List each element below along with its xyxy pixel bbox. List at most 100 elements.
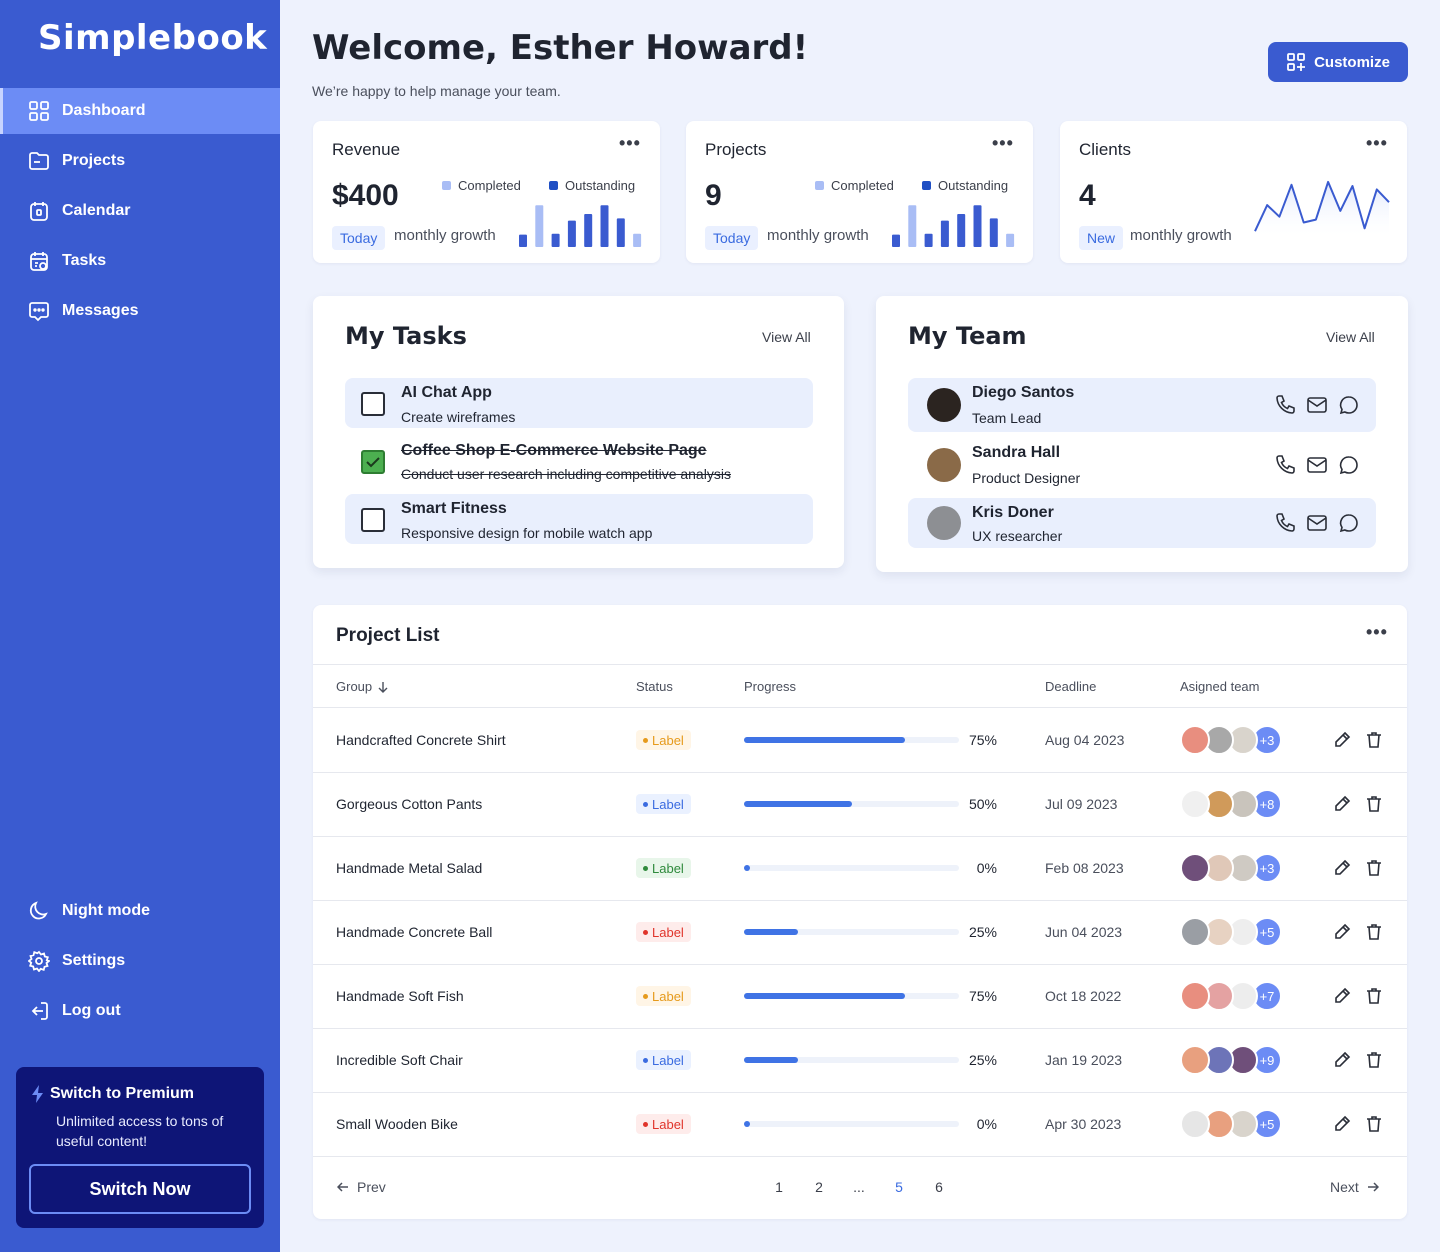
table-row[interactable]: Handcrafted Concrete Shirt Label 75% Aug… bbox=[313, 708, 1407, 772]
column-header-team[interactable]: Asigned team bbox=[1180, 679, 1260, 694]
project-list-card: Project List ••• Group Status Progress D… bbox=[313, 605, 1407, 1219]
team-member[interactable]: Kris Doner UX researcher bbox=[908, 498, 1376, 548]
project-name: Handmade Concrete Ball bbox=[336, 924, 493, 940]
customize-button[interactable]: Customize bbox=[1268, 42, 1408, 82]
column-header-group[interactable]: Group bbox=[336, 679, 388, 694]
more-options-icon[interactable]: ••• bbox=[1366, 133, 1388, 153]
avatar-stack: +5 bbox=[1180, 1109, 1282, 1139]
revenue-card: Revenue ••• $400 Completed Outstanding T… bbox=[313, 121, 660, 263]
status-dot bbox=[643, 929, 648, 935]
trash-icon[interactable] bbox=[1364, 1050, 1384, 1070]
divider bbox=[313, 664, 1407, 665]
deadline: Feb 08 2023 bbox=[1045, 860, 1124, 876]
page-1-button[interactable]: 1 bbox=[775, 1179, 783, 1195]
table-row[interactable]: Handmade Concrete Ball Label 25% Jun 04 … bbox=[313, 900, 1407, 964]
column-header-deadline[interactable]: Deadline bbox=[1045, 679, 1097, 694]
edit-pencil-icon[interactable] bbox=[1332, 794, 1352, 814]
sidebar-item-settings[interactable]: Settings bbox=[0, 938, 280, 984]
edit-pencil-icon[interactable] bbox=[1332, 858, 1352, 878]
page-6-button[interactable]: 6 bbox=[935, 1179, 943, 1195]
sidebar-item-projects[interactable]: Projects bbox=[0, 138, 280, 184]
project-name: Gorgeous Cotton Pants bbox=[336, 796, 483, 812]
chat-icon[interactable] bbox=[1338, 454, 1360, 476]
dashboard-icon bbox=[28, 100, 50, 122]
bar-outstanding bbox=[600, 205, 609, 247]
task-title: Coffee Shop E-Commerce Website Page bbox=[401, 442, 707, 459]
edit-pencil-icon[interactable] bbox=[1332, 1050, 1352, 1070]
trash-icon[interactable] bbox=[1364, 730, 1384, 750]
sidebar-item-dashboard[interactable]: Dashboard bbox=[0, 88, 280, 134]
task-checkbox[interactable] bbox=[361, 392, 385, 416]
avatar bbox=[927, 506, 961, 540]
assigned-team: +5 bbox=[1180, 900, 1282, 964]
status-cell: Label bbox=[636, 1092, 691, 1156]
more-options-icon[interactable]: ••• bbox=[619, 133, 641, 153]
task-checkbox[interactable] bbox=[361, 450, 385, 474]
mail-icon[interactable] bbox=[1306, 512, 1328, 534]
chat-icon[interactable] bbox=[1338, 394, 1360, 416]
trash-icon[interactable] bbox=[1364, 794, 1384, 814]
task-checkbox[interactable] bbox=[361, 508, 385, 532]
edit-pencil-icon[interactable] bbox=[1332, 730, 1352, 750]
switch-now-button[interactable]: Switch Now bbox=[29, 1164, 251, 1214]
edit-pencil-icon[interactable] bbox=[1332, 922, 1352, 942]
column-header-status[interactable]: Status bbox=[636, 679, 673, 694]
page-5-button[interactable]: 5 bbox=[895, 1179, 903, 1195]
customize-grid-icon bbox=[1286, 52, 1306, 72]
trash-icon[interactable] bbox=[1364, 858, 1384, 878]
edit-pencil-icon[interactable] bbox=[1332, 986, 1352, 1006]
stat-value: 4 bbox=[1079, 179, 1096, 212]
task-item[interactable]: Smart Fitness Responsive design for mobi… bbox=[345, 494, 813, 544]
premium-title: Switch to Premium bbox=[50, 1085, 195, 1102]
table-row[interactable]: Handmade Metal Salad Label 0% Feb 08 202… bbox=[313, 836, 1407, 900]
status-cell: Label bbox=[636, 900, 691, 964]
mail-icon[interactable] bbox=[1306, 454, 1328, 476]
legend-swatch bbox=[442, 181, 451, 190]
chat-icon[interactable] bbox=[1338, 512, 1360, 534]
edit-pencil-icon[interactable] bbox=[1332, 1114, 1352, 1134]
team-member[interactable]: Sandra Hall Product Designer bbox=[908, 438, 1376, 492]
more-members-badge[interactable]: +3 bbox=[1252, 725, 1282, 755]
phone-icon[interactable] bbox=[1274, 394, 1296, 416]
more-options-icon[interactable]: ••• bbox=[1366, 622, 1388, 642]
sidebar-item-logout[interactable]: Log out bbox=[0, 988, 280, 1034]
legend-completed: Completed bbox=[442, 178, 521, 193]
mail-icon[interactable] bbox=[1306, 394, 1328, 416]
team-view-all-link[interactable]: View All bbox=[1326, 329, 1375, 345]
status-badge: Label bbox=[636, 986, 691, 1006]
task-item[interactable]: Coffee Shop E-Commerce Website Page Cond… bbox=[345, 436, 813, 486]
table-row[interactable]: Small Wooden Bike Label 0% Apr 30 2023 +… bbox=[313, 1092, 1407, 1156]
phone-icon[interactable] bbox=[1274, 512, 1296, 534]
sidebar-nav: Dashboard Projects Calendar Tasks Messag… bbox=[0, 88, 280, 338]
phone-icon[interactable] bbox=[1274, 454, 1296, 476]
avatar bbox=[1180, 853, 1210, 883]
more-options-icon[interactable]: ••• bbox=[992, 133, 1014, 153]
my-team-panel: My Team View All Diego Santos Team Lead … bbox=[876, 296, 1408, 572]
team-member[interactable]: Diego Santos Team Lead bbox=[908, 378, 1376, 432]
period-badge: Today bbox=[705, 226, 759, 250]
trash-icon[interactable] bbox=[1364, 922, 1384, 942]
sidebar-item-tasks[interactable]: Tasks bbox=[0, 238, 280, 284]
logout-icon bbox=[28, 1000, 50, 1022]
table-row[interactable]: Handmade Soft Fish Label 75% Oct 18 2022… bbox=[313, 964, 1407, 1028]
page-2-button[interactable]: 2 bbox=[815, 1179, 823, 1195]
legend-swatch bbox=[549, 181, 558, 190]
table-row[interactable]: Incredible Soft Chair Label 25% Jan 19 2… bbox=[313, 1028, 1407, 1092]
progress-percent: 50% bbox=[968, 796, 997, 812]
row-actions bbox=[1332, 772, 1384, 836]
project-name: Incredible Soft Chair bbox=[336, 1052, 463, 1068]
sidebar-item-messages[interactable]: Messages bbox=[0, 288, 280, 334]
tasks-view-all-link[interactable]: View All bbox=[762, 329, 811, 345]
sidebar-item-night-mode[interactable]: Night mode bbox=[0, 888, 280, 934]
row-actions bbox=[1332, 836, 1384, 900]
task-item[interactable]: AI Chat App Create wireframes bbox=[345, 378, 813, 428]
sidebar-item-calendar[interactable]: Calendar bbox=[0, 188, 280, 234]
trash-icon[interactable] bbox=[1364, 1114, 1384, 1134]
next-page-button[interactable]: Next bbox=[1330, 1179, 1379, 1195]
avatar bbox=[927, 388, 961, 422]
column-header-progress[interactable]: Progress bbox=[744, 679, 797, 694]
table-row[interactable]: Gorgeous Cotton Pants Label 50% Jul 09 2… bbox=[313, 772, 1407, 836]
prev-page-button[interactable]: Prev bbox=[337, 1179, 386, 1195]
trash-icon[interactable] bbox=[1364, 986, 1384, 1006]
check-icon bbox=[366, 457, 380, 468]
